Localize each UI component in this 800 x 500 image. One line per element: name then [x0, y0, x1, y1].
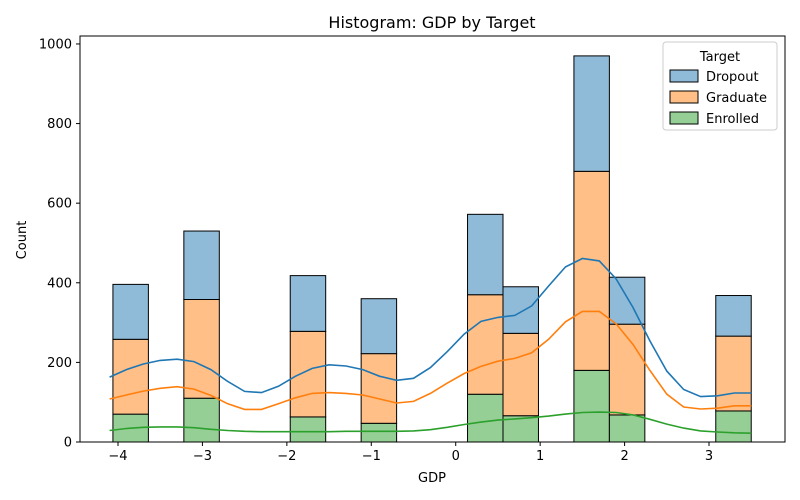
legend: Target Dropout Graduate Enrolled [662, 41, 778, 131]
plot-area [109, 55, 752, 443]
kde-line-enrolled [109, 411, 752, 434]
legend-label-graduate: Graduate [706, 91, 767, 106]
x-tick-label: 0 [452, 449, 460, 464]
y-tick-label: 0 [64, 436, 72, 451]
bar-enrolled-2 [289, 416, 327, 443]
legend-swatch-enrolled [669, 111, 699, 125]
legend-label-enrolled: Enrolled [706, 112, 759, 127]
bar-graduate-1 [183, 299, 220, 399]
legend-title: Target [699, 50, 740, 65]
axes: −4 −3 −2 −1 0 1 2 3 0 200 400 600 800 1000 [39, 35, 786, 464]
bar-graduate-3 [360, 353, 398, 424]
bar-dropout-4 [467, 213, 504, 296]
bar-enrolled-3 [360, 422, 398, 443]
bar-dropout-6 [573, 55, 610, 172]
bar-dropout-2 [289, 275, 327, 332]
kde-line-graduate [109, 310, 752, 411]
bar-graduate-6 [573, 170, 610, 371]
x-tick-label: 3 [705, 449, 713, 464]
bar-graduate-7 [608, 323, 646, 416]
bar-dropout-0 [112, 283, 149, 340]
bar-graduate-2 [289, 330, 327, 418]
legend-box [662, 41, 778, 131]
bar-enrolled-7 [608, 414, 646, 443]
bar-graduate-5 [502, 332, 539, 417]
x-tick-label: 2 [620, 449, 628, 464]
bar-graduate-0 [112, 338, 149, 415]
y-axis-label: Count [15, 221, 30, 260]
y-tick-label: 1000 [39, 37, 72, 52]
plot-frame [79, 35, 786, 443]
y-tick-label: 400 [47, 276, 72, 291]
chart-title: Histogram: GDP by Target [328, 13, 535, 32]
bar-enrolled-1 [183, 397, 220, 443]
x-axis-label: GDP [418, 471, 446, 486]
bar-graduate-8 [715, 335, 752, 412]
bar-enrolled-8 [715, 410, 752, 443]
legend-entries: Dropout Graduate Enrolled [669, 69, 767, 127]
legend-swatch-graduate [669, 90, 699, 104]
x-tick-label: −3 [193, 449, 212, 464]
kde-line-dropout [109, 257, 752, 398]
bar-graduate-4 [467, 294, 504, 395]
x-tick-label: −1 [362, 449, 381, 464]
bar-dropout-5 [502, 286, 539, 334]
bar-enrolled-4 [467, 393, 504, 443]
x-tick-label: −4 [108, 449, 127, 464]
bar-dropout-3 [360, 298, 398, 355]
bar-dropout-1 [183, 230, 220, 301]
legend-label-dropout: Dropout [706, 70, 759, 85]
x-tick-label: −2 [277, 449, 296, 464]
bar-dropout-7 [608, 276, 646, 325]
y-tick-label: 600 [47, 197, 72, 212]
bar-enrolled-6 [573, 369, 610, 443]
bar-dropout-8 [715, 295, 752, 337]
y-tick-label: 800 [47, 117, 72, 132]
y-tick-label: 200 [47, 356, 72, 371]
x-tick-label: 1 [536, 449, 544, 464]
legend-swatch-dropout [669, 69, 699, 83]
